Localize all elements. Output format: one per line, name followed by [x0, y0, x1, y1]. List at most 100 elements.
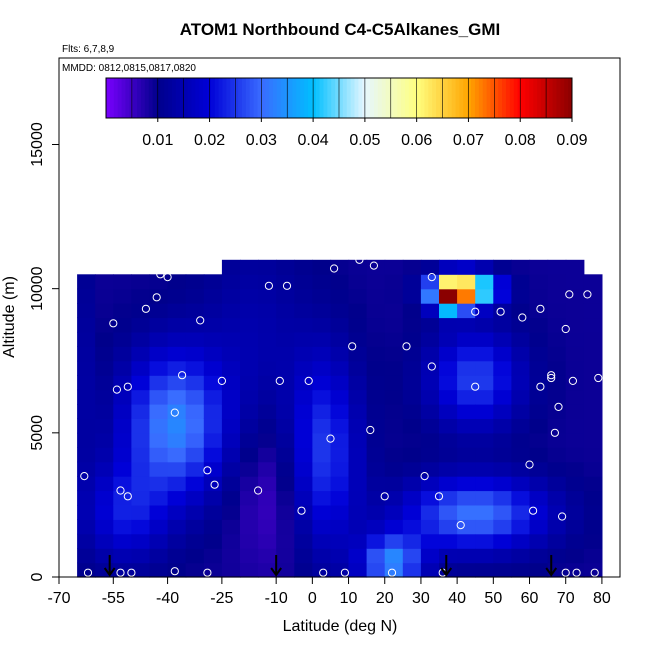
- heatmap-cell: [294, 303, 313, 319]
- heatmap-cell: [95, 432, 114, 448]
- heatmap-cell: [583, 562, 603, 578]
- sample-point: [536, 304, 545, 313]
- sample-point: [558, 512, 567, 521]
- heatmap-cell: [420, 404, 440, 419]
- heatmap-cell: [384, 331, 404, 347]
- colorbar-segment: [502, 78, 507, 118]
- heatmap-cell: [312, 404, 332, 419]
- heatmap-cell: [420, 389, 440, 405]
- heatmap-cell: [439, 519, 458, 535]
- sample-point: [565, 290, 574, 299]
- x-tick-label: 70: [557, 590, 575, 607]
- heatmap-cell: [203, 331, 223, 347]
- heatmap-cell: [384, 404, 404, 419]
- heatmap-cell: [294, 418, 313, 434]
- heatmap-cell: [547, 418, 567, 434]
- heatmap-cell: [149, 346, 169, 362]
- heatmap-cell: [457, 490, 476, 506]
- heatmap-cell: [312, 331, 332, 347]
- heatmap-cell: [131, 418, 151, 434]
- heatmap-cell: [529, 360, 549, 376]
- colorbar-segment: [156, 78, 161, 118]
- heatmap-cell: [95, 519, 114, 535]
- heatmap-cell: [565, 389, 585, 405]
- heatmap-cell: [547, 375, 567, 391]
- heatmap-cell: [131, 504, 151, 520]
- heatmap-cell: [185, 418, 205, 434]
- heatmap-cell: [95, 288, 114, 304]
- heatmap-cell: [565, 548, 585, 564]
- heatmap-cell: [221, 317, 241, 333]
- heatmap-cell: [402, 389, 422, 405]
- sample-point: [178, 371, 187, 380]
- heatmap-cell: [330, 490, 350, 506]
- heatmap-cell: [131, 432, 151, 448]
- heatmap-cell: [366, 303, 386, 319]
- heatmap-cell: [493, 418, 512, 434]
- heatmap-cell: [185, 375, 205, 391]
- heatmap-cell: [258, 476, 277, 492]
- heatmap-cell: [366, 461, 386, 477]
- heatmap-cell: [402, 274, 422, 290]
- heatmap-cell: [221, 404, 241, 419]
- colorbar-segment: [474, 78, 480, 118]
- heatmap-cell: [384, 461, 404, 477]
- heatmap-cell: [185, 461, 205, 477]
- colorbar-segment: [311, 78, 317, 118]
- heatmap-cell: [258, 331, 277, 347]
- heatmap-cell: [221, 288, 241, 304]
- heatmap-cell: [439, 432, 458, 448]
- heatmap-cell: [113, 461, 132, 477]
- colorbar-segment: [377, 78, 383, 118]
- heatmap-cell: [294, 317, 313, 333]
- x-tick-label: 30: [412, 590, 430, 607]
- heatmap-cell: [221, 519, 241, 535]
- heatmap-cell: [240, 404, 259, 419]
- heatmap-cell: [366, 562, 386, 578]
- heatmap-cell: [113, 432, 132, 448]
- colorbar-segment: [482, 78, 488, 118]
- heatmap-cell: [565, 375, 585, 391]
- heatmap-cell: [475, 288, 494, 304]
- heatmap-cell: [167, 317, 187, 333]
- heatmap-cell: [475, 519, 494, 535]
- heatmap-cell: [583, 317, 603, 333]
- heatmap-cell: [402, 259, 422, 275]
- heatmap-cell: [583, 303, 603, 319]
- dates-annotation: MMDD: 0812,0815,0817,0820: [62, 63, 196, 74]
- heatmap-cell: [77, 548, 96, 564]
- sample-point: [123, 492, 132, 501]
- heatmap-cell: [276, 331, 295, 347]
- heatmap-cell: [493, 562, 512, 578]
- arrow-head: [545, 567, 558, 577]
- heatmap-cell: [95, 331, 114, 347]
- heatmap-cell: [330, 418, 350, 434]
- heatmap-cell: [529, 447, 549, 463]
- heatmap-cell: [565, 288, 585, 304]
- colorbar-tick-label: 0.07: [453, 132, 484, 149]
- heatmap-cell: [439, 418, 458, 434]
- sample-point: [348, 342, 357, 351]
- heatmap-cell: [402, 447, 422, 463]
- heatmap-cell: [366, 360, 386, 376]
- heatmap-cell: [330, 548, 350, 564]
- heatmap-cell: [240, 274, 259, 290]
- heatmap-cell: [221, 504, 241, 520]
- heatmap-cell: [113, 548, 132, 564]
- heatmap-cell: [511, 447, 531, 463]
- heatmap-cell: [221, 432, 241, 448]
- sample-point: [561, 324, 570, 334]
- colorbar-segment: [451, 78, 456, 118]
- colorbar-segment: [366, 78, 371, 118]
- heatmap-cell: [95, 375, 114, 391]
- heatmap-cell: [149, 288, 169, 304]
- colorbar-segment: [439, 78, 445, 118]
- sample-point: [326, 434, 335, 443]
- heatmap-cell: [547, 317, 567, 333]
- heatmap-cell: [493, 461, 512, 477]
- x-tick-label: -70: [47, 590, 70, 607]
- heatmap-cell: [529, 288, 549, 304]
- colorbar-segment: [265, 78, 270, 118]
- heatmap-cell: [565, 418, 585, 434]
- heatmap-cell: [420, 303, 440, 319]
